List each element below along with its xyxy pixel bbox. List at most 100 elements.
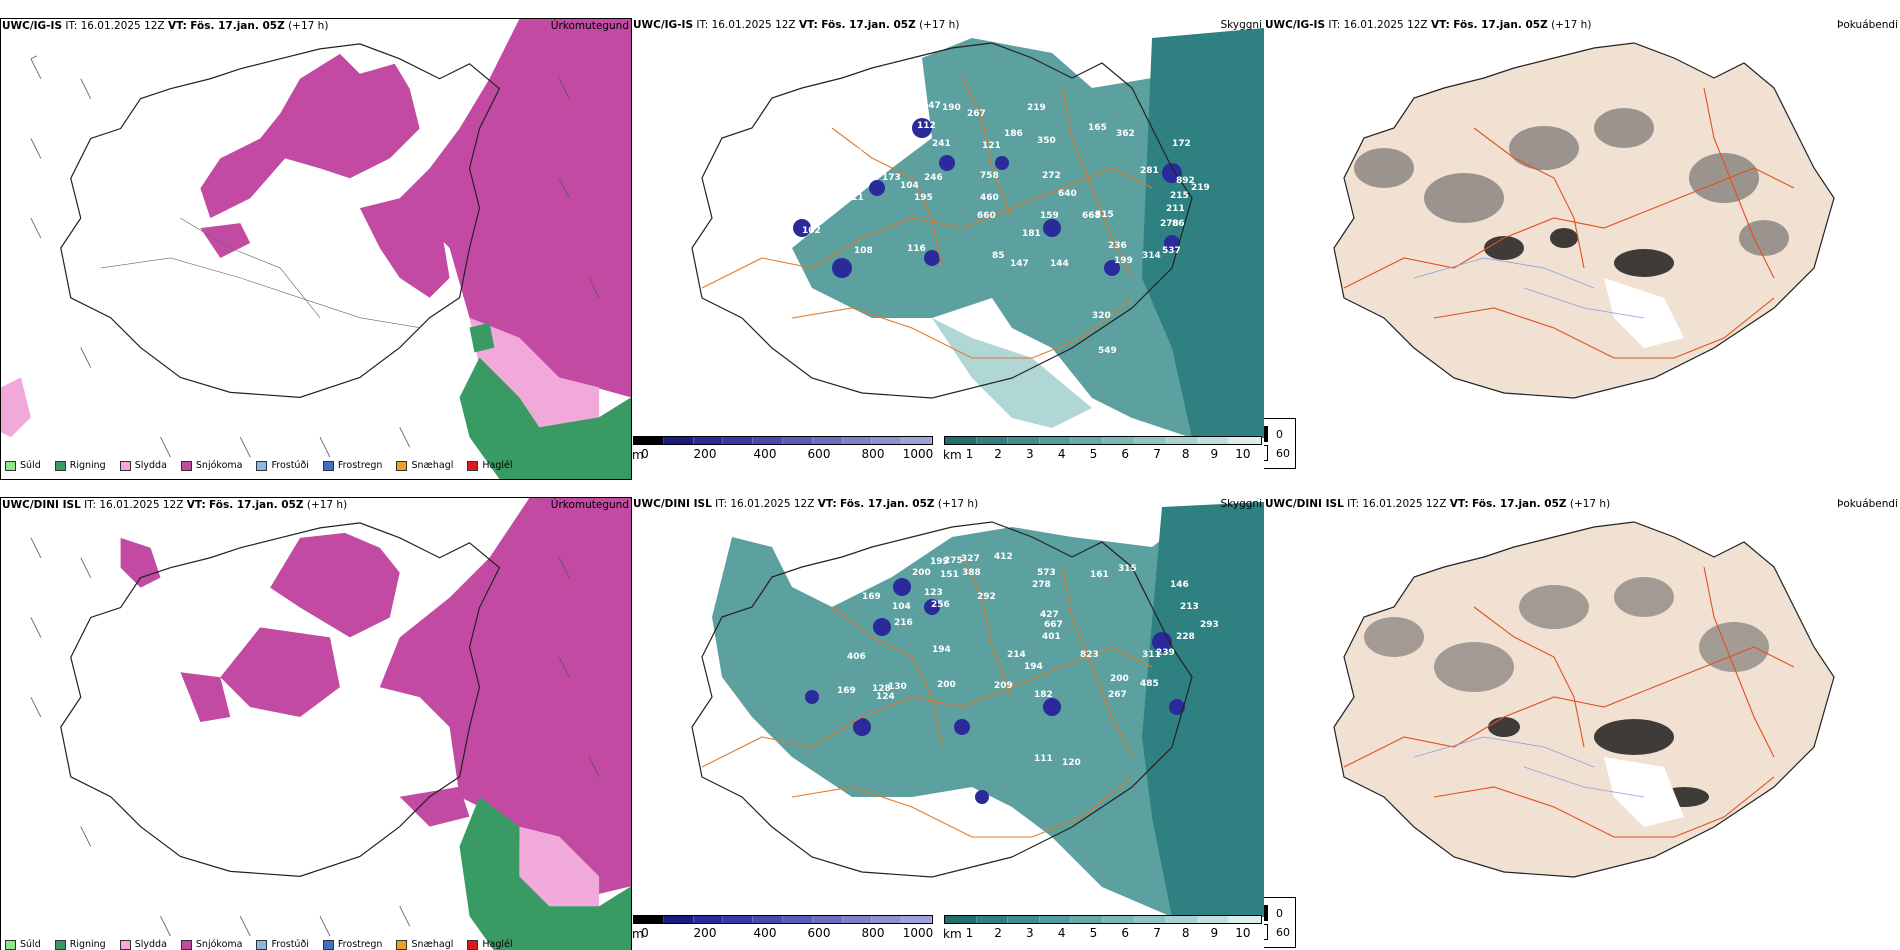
tick-label: 7	[1153, 447, 1161, 461]
it-label: IT:	[1347, 498, 1360, 510]
colorbar-ticks: 1 2 3 4 5 6 7 8 9 10	[944, 926, 1262, 940]
tick-label: 400	[753, 447, 777, 461]
init-time: 16.01.2025 12Z	[1343, 19, 1428, 31]
svg-text:667: 667	[1044, 620, 1063, 630]
svg-text:256: 256	[931, 600, 950, 610]
it-label: IT:	[715, 498, 728, 510]
svg-text:85: 85	[992, 251, 1005, 261]
fog-legend: 0 60	[1264, 418, 1296, 469]
model-name: UWC/IG-IS	[1265, 19, 1326, 31]
svg-text:640: 640	[1058, 189, 1077, 199]
tick-label: 2	[994, 926, 1002, 940]
legend-label: Frostregn	[337, 939, 383, 950]
tick-label: 5	[1089, 447, 1098, 461]
legend-item: Frostúði	[256, 939, 309, 950]
tick-label: 2	[994, 447, 1002, 461]
valid-time: Fös. 17.jan. 05Z	[821, 19, 916, 31]
fog-indicator-panel-top: UWC/IG-IS IT: 16.01.2025 12Z VT: Fös. 17…	[1264, 18, 1900, 480]
svg-text:405: 405	[822, 201, 841, 211]
svg-text:485: 485	[1140, 679, 1159, 689]
svg-text:146: 146	[1170, 580, 1189, 590]
legend-swatch	[1264, 924, 1268, 940]
tick-label: 3	[1026, 447, 1034, 461]
svg-text:200: 200	[1110, 674, 1129, 684]
svg-text:194: 194	[1024, 662, 1043, 672]
panel-title: Úrkomutegund	[550, 499, 629, 511]
legend-label: Súld	[20, 939, 41, 950]
legend-item: 0	[1264, 426, 1290, 442]
svg-text:388: 388	[962, 568, 981, 578]
svg-text:362: 362	[1116, 129, 1135, 139]
legend-swatch	[396, 460, 408, 471]
svg-text:102: 102	[802, 226, 821, 236]
svg-text:161: 161	[1090, 570, 1109, 580]
legend-swatch	[54, 460, 66, 471]
svg-text:327: 327	[961, 554, 980, 564]
tick-label: 6	[1121, 447, 1130, 461]
vt-label: VT:	[1449, 498, 1469, 510]
legend-swatch	[396, 939, 408, 950]
legend-label: Frostúði	[271, 460, 309, 471]
svg-text:199: 199	[1114, 256, 1133, 266]
legend-swatch	[5, 460, 16, 471]
legend-label: Haglél	[482, 939, 513, 950]
lead-time: (+17 h)	[937, 498, 979, 510]
tick-label: 8	[1181, 447, 1190, 461]
valid-time: Fös. 17.jan. 05Z	[1453, 19, 1548, 31]
panel-title-bar: UWC/DINI ISL IT: 16.01.2025 12Z VT: Fös.…	[632, 497, 1264, 513]
vt-label: VT:	[798, 19, 818, 31]
legend-swatch	[5, 939, 16, 950]
svg-text:297: 297	[878, 111, 897, 121]
svg-text:267: 267	[967, 109, 986, 119]
svg-text:427: 427	[1040, 610, 1059, 620]
legend-label: Slydda	[134, 460, 167, 471]
legend-item: 60	[1264, 445, 1290, 461]
vt-label: VT:	[817, 498, 837, 510]
tick-label: 1000	[902, 926, 934, 940]
legend-swatch	[1264, 426, 1268, 442]
svg-text:278: 278	[1160, 219, 1179, 229]
svg-text:272: 272	[1042, 171, 1061, 181]
it-label: IT:	[65, 20, 78, 32]
svg-text:228: 228	[1176, 632, 1195, 642]
svg-text:230: 230	[812, 186, 831, 196]
svg-text:278: 278	[1032, 580, 1051, 590]
precip-type-panel-top: UWC/IG-IS IT: 16.01.2025 12Z VT: Fös. 17…	[0, 18, 632, 480]
svg-text:104: 104	[892, 602, 911, 612]
svg-text:86: 86	[1172, 219, 1185, 229]
legend-label: Snjókoma	[195, 939, 243, 950]
svg-text:181: 181	[1022, 229, 1041, 239]
colorbar-unit: km	[943, 448, 962, 462]
fog-map	[1264, 497, 1900, 950]
valid-time: Fös. 17.jan. 05Z	[209, 499, 304, 511]
svg-text:169: 169	[862, 592, 881, 602]
distance-colorbar: km 1 2 3 4 5 6 7 8 9 10	[943, 436, 1262, 462]
legend-swatch	[322, 460, 334, 471]
lead-time: (+17 h)	[1551, 19, 1592, 31]
tick-label: 400	[753, 926, 777, 940]
svg-text:246: 246	[924, 173, 943, 183]
lead-time: (+17 h)	[288, 20, 329, 32]
legend-swatch	[1264, 445, 1268, 461]
svg-text:247: 247	[922, 101, 941, 111]
svg-text:182: 182	[1034, 690, 1053, 700]
tick-label: 600	[807, 447, 831, 461]
svg-text:668: 668	[1082, 211, 1101, 221]
svg-text:315: 315	[1095, 210, 1114, 220]
legend-item: Rigning	[54, 939, 106, 950]
model-name: UWC/DINI ISL	[633, 498, 712, 510]
tick-label: 4	[1057, 447, 1066, 461]
svg-text:406: 406	[847, 652, 866, 662]
legend-swatch	[119, 460, 131, 471]
svg-text:311: 311	[1142, 650, 1161, 660]
tick-label: 9	[1210, 447, 1219, 461]
svg-text:660: 660	[977, 211, 996, 221]
colorbar-unit: m	[632, 448, 644, 462]
svg-text:124: 124	[876, 692, 895, 702]
tick-label: 800	[861, 447, 885, 461]
colorbar-ticks: 0 200 400 600 800 1000	[633, 447, 933, 461]
svg-text:211: 211	[845, 193, 864, 203]
colorbar-swatches	[633, 436, 933, 445]
svg-text:219: 219	[1191, 183, 1210, 193]
